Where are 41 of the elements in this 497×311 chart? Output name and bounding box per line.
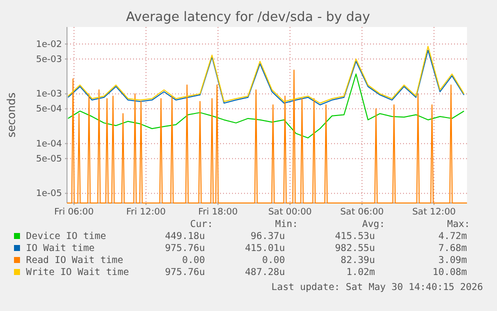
text: 96.37u	[250, 231, 285, 242]
text: 975.76u	[164, 243, 205, 254]
text: Cur:	[190, 219, 213, 230]
text: Max:	[447, 219, 470, 230]
text: 415.53u	[334, 231, 375, 242]
y-tick-label: 5e-03	[36, 54, 62, 65]
text: Last update: Sat May 30 14:40:15 2026	[271, 282, 484, 293]
legend-label: IO Wait time	[26, 243, 95, 254]
text: 82.39u	[340, 255, 375, 266]
y-tick-label: 1e-03	[36, 90, 62, 100]
text: Min:	[275, 219, 298, 230]
x-tick-label: Sat 12:00	[412, 207, 456, 218]
x-tick-label: Sat 00:00	[268, 207, 312, 218]
text: 0.00	[262, 255, 286, 266]
text: 7.68m	[438, 243, 468, 254]
text: Avg:	[362, 219, 385, 230]
x-tick-label: Fri 06:00	[54, 207, 94, 218]
text: 982.55u	[334, 243, 375, 254]
legend-label: Read IO Wait time	[26, 255, 124, 266]
legend-label: Write IO Wait time	[26, 267, 130, 278]
x-tick-label: Sat 06:00	[340, 207, 384, 218]
x-tick-label: Fri 12:00	[126, 207, 166, 218]
y-tick-label: 1e-04	[36, 139, 62, 150]
x-tick-label: Fri 18:00	[198, 207, 238, 218]
text: 10.08m	[432, 267, 468, 278]
text: 415.01u	[244, 243, 285, 254]
line-series	[68, 74, 464, 138]
text: 1.02m	[346, 267, 376, 278]
text: 975.76u	[164, 267, 205, 278]
y-tick-label: 5e-05	[36, 154, 62, 164]
chart-title: Average latency for /dev/sda - by day	[126, 10, 370, 25]
text: 0.00	[182, 255, 206, 266]
y-tick-label: 5e-04	[36, 104, 62, 115]
y-axis-title: seconds	[5, 92, 18, 138]
y-tick-label: 1e-05	[36, 189, 62, 200]
text: 3.09m	[438, 255, 468, 266]
legend-label: Device IO time	[26, 231, 106, 242]
text: 449.18u	[164, 231, 205, 242]
text: 487.28u	[244, 267, 285, 278]
y-tick-label: 1e-02	[36, 40, 62, 50]
text: 4.72m	[438, 231, 468, 242]
